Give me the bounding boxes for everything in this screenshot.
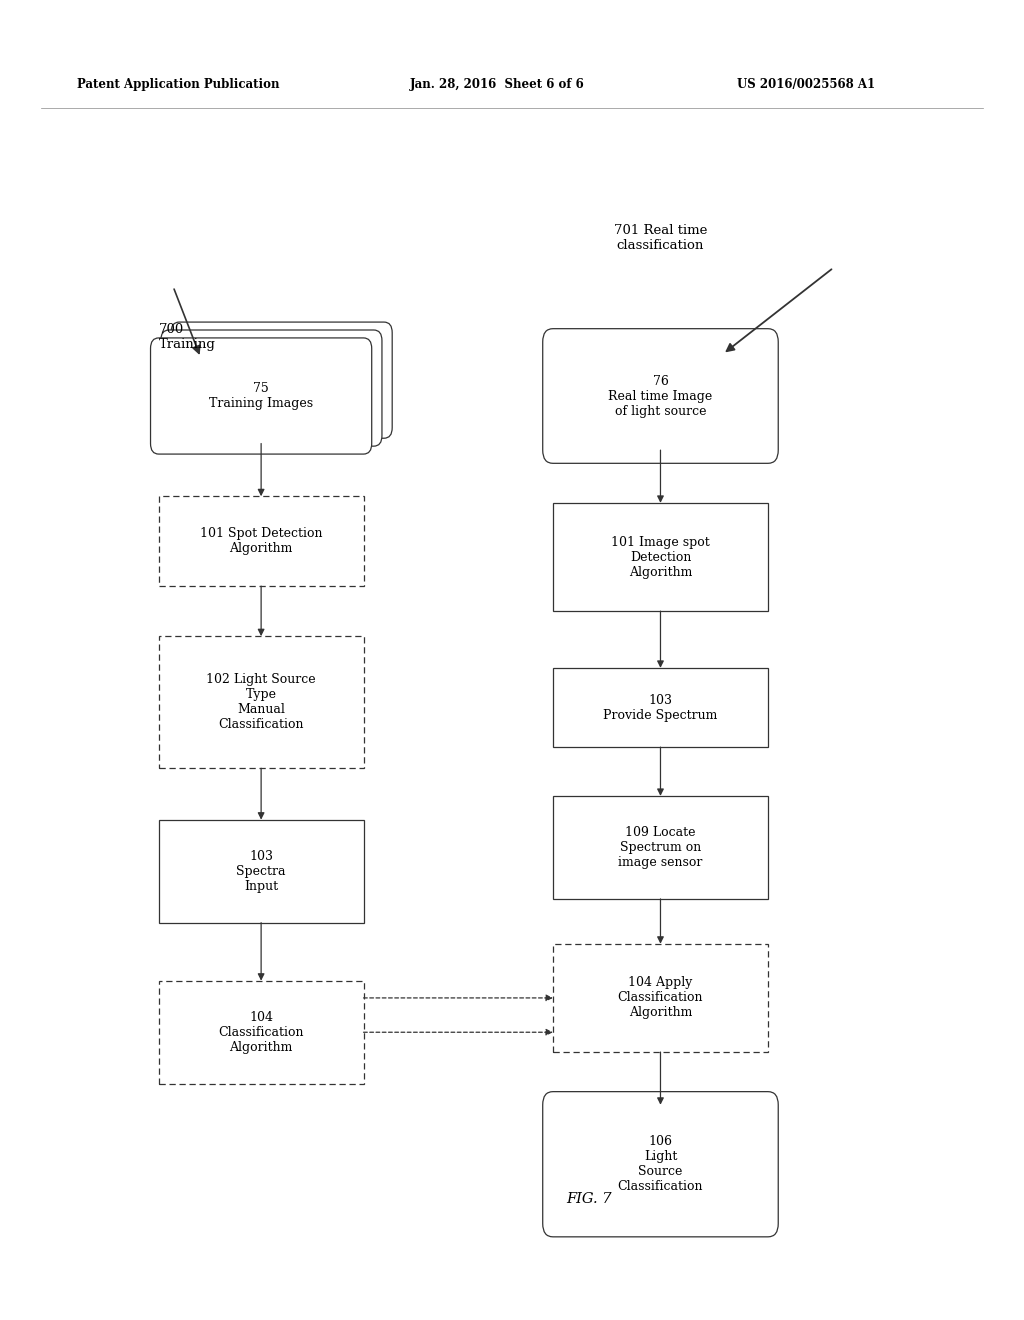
Text: 101 Image spot
Detection
Algorithm: 101 Image spot Detection Algorithm — [611, 536, 710, 578]
Text: 75
Training Images: 75 Training Images — [209, 381, 313, 411]
Text: 102 Light Source
Type
Manual
Classification: 102 Light Source Type Manual Classificat… — [206, 673, 316, 731]
Text: 109 Locate
Spectrum on
image sensor: 109 Locate Spectrum on image sensor — [618, 826, 702, 869]
Text: Jan. 28, 2016  Sheet 6 of 6: Jan. 28, 2016 Sheet 6 of 6 — [410, 78, 585, 91]
FancyBboxPatch shape — [171, 322, 392, 438]
Text: 76
Real time Image
of light source: 76 Real time Image of light source — [608, 375, 713, 417]
FancyBboxPatch shape — [543, 1092, 778, 1237]
FancyBboxPatch shape — [543, 329, 778, 463]
Text: FIG. 7: FIG. 7 — [566, 1192, 611, 1205]
FancyBboxPatch shape — [159, 636, 364, 768]
Text: 103
Spectra
Input: 103 Spectra Input — [237, 850, 286, 892]
FancyBboxPatch shape — [159, 981, 364, 1084]
FancyBboxPatch shape — [159, 820, 364, 923]
Text: 103
Provide Spectrum: 103 Provide Spectrum — [603, 693, 718, 722]
FancyBboxPatch shape — [553, 944, 768, 1052]
FancyBboxPatch shape — [161, 330, 382, 446]
Text: Patent Application Publication: Patent Application Publication — [77, 78, 280, 91]
Text: 104 Apply
Classification
Algorithm: 104 Apply Classification Algorithm — [617, 977, 703, 1019]
Text: 101 Spot Detection
Algorithm: 101 Spot Detection Algorithm — [200, 527, 323, 556]
Text: 700
Training: 700 Training — [159, 322, 216, 351]
Text: 701 Real time
classification: 701 Real time classification — [613, 223, 708, 252]
FancyBboxPatch shape — [151, 338, 372, 454]
FancyBboxPatch shape — [553, 796, 768, 899]
FancyBboxPatch shape — [159, 496, 364, 586]
Text: 104
Classification
Algorithm: 104 Classification Algorithm — [218, 1011, 304, 1053]
FancyBboxPatch shape — [553, 503, 768, 611]
Text: US 2016/0025568 A1: US 2016/0025568 A1 — [737, 78, 876, 91]
Text: 106
Light
Source
Classification: 106 Light Source Classification — [617, 1135, 703, 1193]
FancyBboxPatch shape — [553, 668, 768, 747]
